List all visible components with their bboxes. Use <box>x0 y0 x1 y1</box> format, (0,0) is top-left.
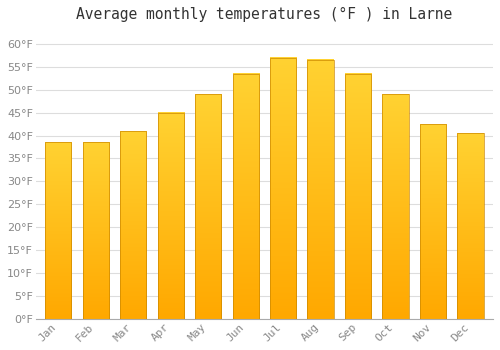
Bar <box>232 74 259 319</box>
Bar <box>158 113 184 319</box>
Bar <box>195 94 222 319</box>
Bar <box>458 133 483 319</box>
Bar <box>270 58 296 319</box>
Title: Average monthly temperatures (°F ) in Larne: Average monthly temperatures (°F ) in La… <box>76 7 452 22</box>
Bar <box>308 60 334 319</box>
Bar <box>382 94 408 319</box>
Bar <box>45 142 72 319</box>
Bar <box>420 124 446 319</box>
Bar <box>120 131 146 319</box>
Bar <box>82 142 109 319</box>
Bar <box>345 74 371 319</box>
